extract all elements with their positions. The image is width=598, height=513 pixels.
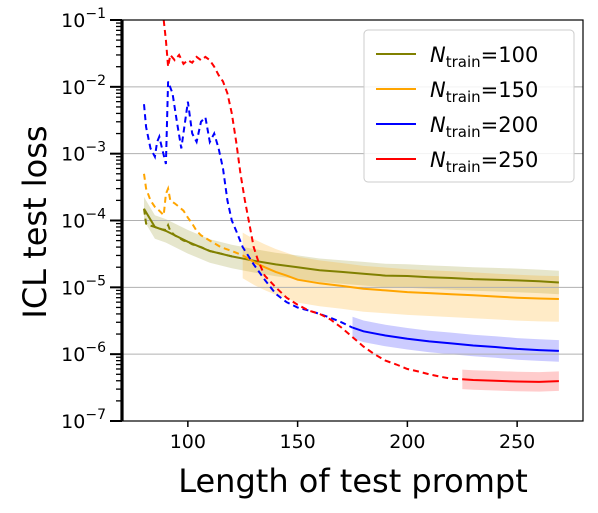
y-tick-label: 10−4 (61, 207, 106, 233)
grid-lines (122, 86, 583, 355)
series-line-dashed (162, 19, 463, 381)
x-axis-label: Length of test prompt (178, 462, 528, 500)
legend-label: Ntrain=150 (430, 78, 538, 106)
series-line-solid (462, 378, 559, 383)
x-tick-label: 250 (499, 431, 535, 453)
legend-label: Ntrain=250 (430, 148, 538, 176)
legend: Ntrain=100 Ntrain=150 Ntrain=200 Ntrain=250 (363, 29, 575, 183)
y-tick-label: 10−7 (61, 407, 106, 433)
axes: 100 150 200 250 10−7 10−6 10−5 10−4 10−3 10−2 10−1 (61, 6, 584, 453)
legend-box (363, 29, 575, 183)
series-line-dashed (143, 173, 244, 257)
y-tick-label: 10−2 (61, 73, 106, 99)
confidence-bands (144, 197, 559, 392)
series-lines (143, 19, 559, 383)
y-tick-label: 10−3 (61, 140, 106, 166)
confidence-band (352, 316, 559, 362)
series-line-solid (143, 208, 559, 284)
x-tick-label: 150 (279, 431, 315, 453)
series-line-solid (242, 254, 559, 300)
confidence-band (144, 197, 559, 295)
legend-label: Ntrain=100 (430, 43, 538, 71)
x-tick-label: 100 (170, 431, 206, 453)
y-axis-label: ICL test loss (16, 125, 54, 318)
confidence-band (242, 232, 559, 322)
series-line-solid (352, 326, 559, 352)
series-line-dashed (143, 81, 353, 329)
y-tick-label: 10−1 (61, 6, 106, 32)
y-tick-label: 10−5 (61, 273, 106, 299)
legend-label: Ntrain=200 (430, 113, 538, 141)
y-tick-label: 10−6 (61, 340, 106, 366)
x-tick-label: 200 (389, 431, 425, 453)
